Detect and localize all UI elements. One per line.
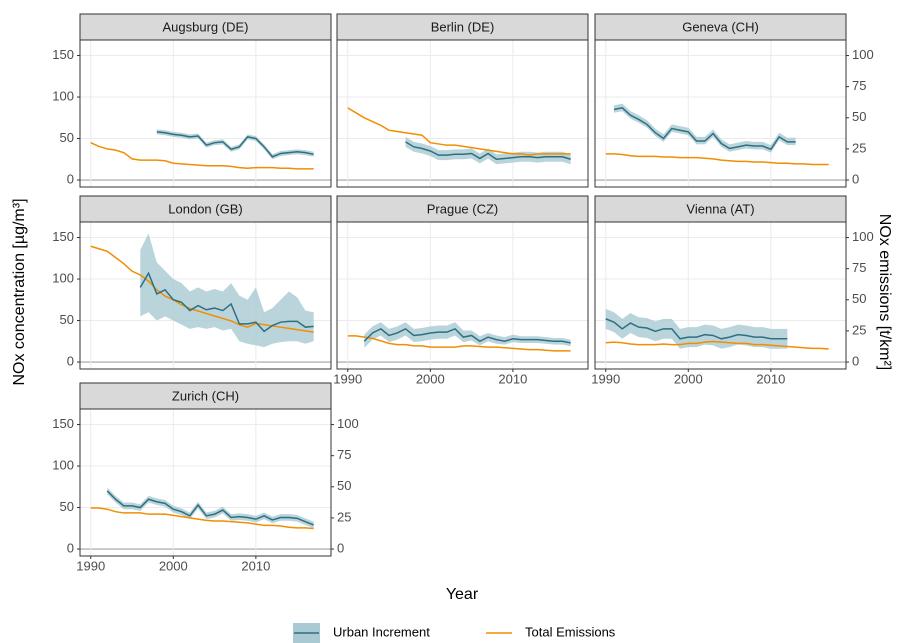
uncertainty-band: [605, 308, 788, 349]
y2-tick-label: 75: [852, 78, 866, 93]
uncertainty-band: [364, 322, 571, 348]
y2-tick-label: 0: [337, 540, 344, 555]
emissions-line: [605, 340, 829, 350]
panel-strip: [594, 195, 847, 223]
y2-tick-label: 25: [852, 140, 866, 155]
x-tick-label: 2000: [416, 371, 445, 386]
x-tick-label: 2010: [756, 371, 785, 386]
panel-title: Prague (CZ): [427, 201, 499, 216]
concentration-line: [139, 271, 314, 333]
y2-tick-label: 75: [852, 260, 866, 275]
y2-tick-label: 50: [852, 291, 866, 306]
panel-strip: [79, 195, 332, 223]
x-tick-label: 1990: [333, 371, 362, 386]
y2-tick-label: 100: [337, 416, 359, 431]
y-tick-label: 150: [52, 229, 74, 244]
y-tick-label: 100: [52, 88, 74, 103]
legend-label: Total Emissions: [525, 624, 616, 639]
x-tick-label: 2010: [498, 371, 527, 386]
concentration-line: [405, 141, 571, 161]
concentration-line: [605, 318, 788, 340]
panel-strip: [336, 195, 589, 223]
concentration-line: [613, 107, 796, 151]
y-tick-label: 0: [67, 171, 74, 186]
panel-background: [80, 409, 331, 556]
panel-border: [594, 221, 847, 370]
y2-tick-label: 0: [852, 353, 859, 368]
y2-tick-label: 25: [852, 322, 866, 337]
panel-title: Geneva (CH): [682, 19, 759, 34]
panel-border: [336, 39, 589, 188]
y-tick-label: 50: [60, 312, 74, 327]
y-tick-label: 150: [52, 47, 74, 62]
panel-border: [594, 39, 847, 188]
panel-strip: [79, 13, 332, 41]
legend-label: Urban Increment: [333, 624, 430, 639]
y2-tick-label: 50: [852, 109, 866, 124]
emissions-line: [90, 507, 314, 530]
emissions-line: [605, 153, 829, 166]
y-axis-title: NOx concentration [µg/m³]: [11, 198, 28, 385]
panel-title: Zurich (CH): [172, 388, 239, 403]
x-tick-label: 2010: [241, 558, 270, 573]
x-axis-title: Year: [446, 586, 479, 603]
emissions-line: [90, 245, 314, 333]
panel-background: [595, 40, 846, 187]
emissions-line: [90, 142, 314, 170]
panel-strip: [79, 382, 332, 410]
y2-tick-label: 100: [852, 229, 874, 244]
emissions-line: [347, 107, 571, 156]
y-tick-label: 150: [52, 416, 74, 431]
y2-tick-label: 25: [337, 509, 351, 524]
x-tick-label: 1990: [76, 558, 105, 573]
y-tick-label: 50: [60, 499, 74, 514]
y-tick-label: 0: [67, 353, 74, 368]
x-tick-label: 2000: [674, 371, 703, 386]
uncertainty-band: [107, 487, 314, 529]
y2-tick-label: 0: [852, 171, 859, 186]
panel-title: Augsburg (DE): [163, 19, 249, 34]
y-tick-label: 0: [67, 540, 74, 555]
panel-border: [79, 221, 332, 370]
y2-tick-label: 50: [337, 478, 351, 493]
x-tick-label: 1990: [591, 371, 620, 386]
concentration-line: [106, 490, 314, 526]
panel-border: [79, 408, 332, 557]
panel-title: Vienna (AT): [686, 201, 754, 216]
panel-strip: [594, 13, 847, 41]
uncertainty-band: [140, 233, 314, 348]
panel-title: London (GB): [168, 201, 242, 216]
y2-axis-title: NOx emissions [t/km²]: [876, 214, 893, 370]
y2-tick-label: 75: [337, 447, 351, 462]
concentration-line: [363, 327, 571, 344]
concentration-line: [156, 131, 314, 158]
y-tick-label: 100: [52, 270, 74, 285]
panel-title: Berlin (DE): [431, 19, 495, 34]
panel-background: [337, 222, 588, 369]
panel-background: [337, 40, 588, 187]
x-tick-label: 2000: [159, 558, 188, 573]
y-tick-label: 50: [60, 130, 74, 145]
panel-background: [80, 40, 331, 187]
panel-border: [336, 221, 589, 370]
emissions-line: [347, 335, 571, 352]
y-tick-label: 100: [52, 457, 74, 472]
panel-border: [79, 39, 332, 188]
y2-tick-label: 100: [852, 47, 874, 62]
